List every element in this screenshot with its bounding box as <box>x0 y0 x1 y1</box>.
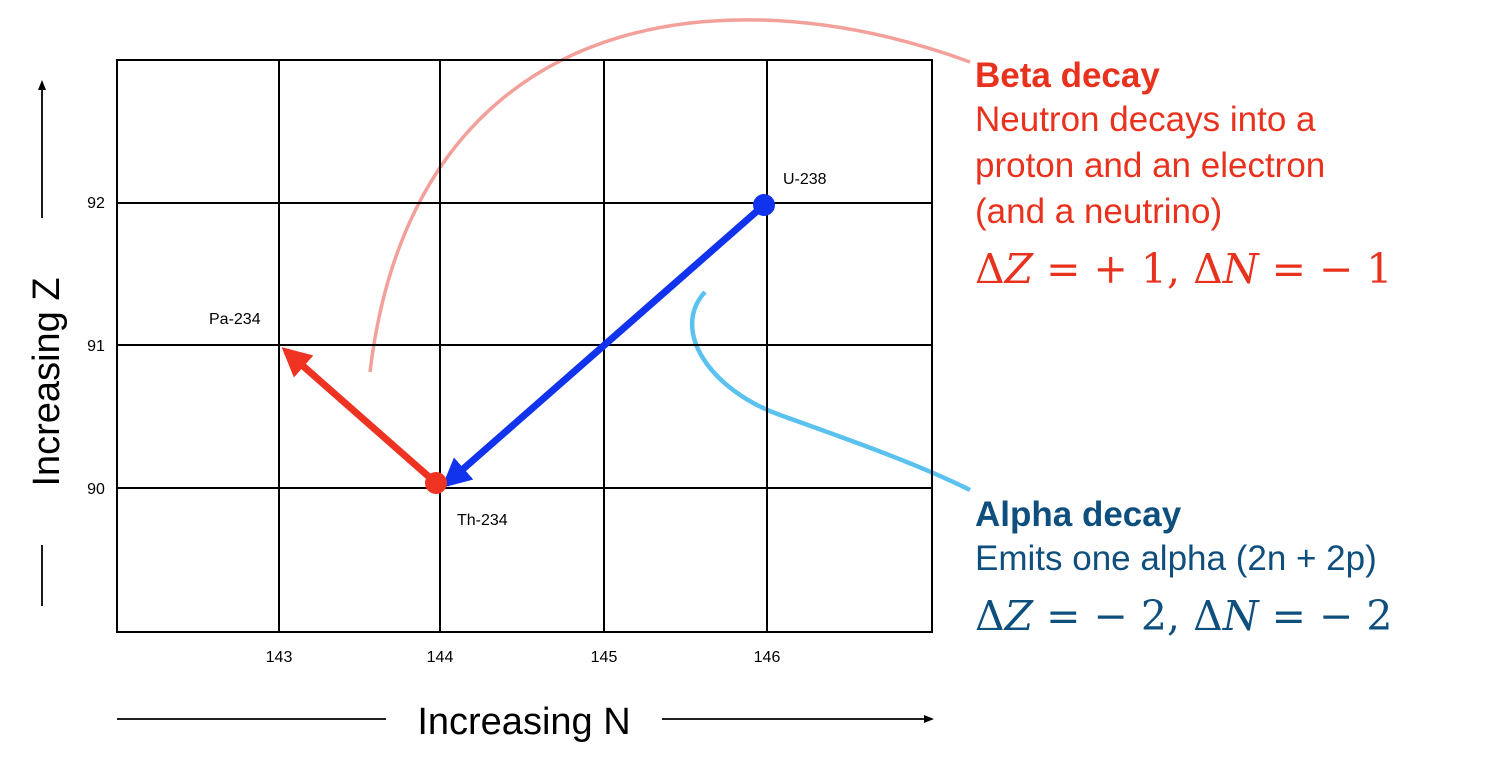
alpha-decay-callout: Alpha decay Emits one alpha (2n + 2p) ΔZ… <box>975 494 1392 646</box>
beta-delta-z-value: + 1 <box>1093 245 1168 293</box>
x-axis-title: Increasing N <box>417 701 630 743</box>
alpha-decay-title: Alpha decay <box>975 495 1182 534</box>
x-axis-title-group: Increasing N <box>117 701 934 743</box>
beta-connector-curve <box>368 18 971 373</box>
alpha-decay-line: Emits one alpha (2n + 2p) <box>975 539 1377 578</box>
beta-decay-title: Beta decay <box>975 56 1160 95</box>
th234-label: Th-234 <box>457 512 508 529</box>
alpha-delta-z-value: − 2 <box>1093 592 1168 640</box>
pa234-label: Pa-234 <box>209 311 261 328</box>
alpha-decay-arrow <box>441 202 767 488</box>
beta-decay-equation: ΔZ = + 1, ΔN = − 1 <box>975 245 1393 293</box>
grid <box>116 59 933 633</box>
y-tick-label: 90 <box>87 481 105 498</box>
x-tick-label: 144 <box>427 649 454 666</box>
y-axis-arrowhead-icon <box>38 80 46 90</box>
beta-decay-arrow <box>281 347 439 486</box>
alpha-connector-curve <box>689 290 972 493</box>
y-tick-label: 92 <box>87 195 105 212</box>
alpha-decay-equation: ΔZ = − 2, ΔN = − 2 <box>975 592 1393 640</box>
beta-decay-line: (and a neutrino) <box>975 192 1223 231</box>
th234-dot <box>425 472 447 494</box>
x-axis-arrowhead-icon <box>924 715 934 723</box>
y-axis-title: Increasing Z <box>26 277 68 486</box>
y-tick-label: 91 <box>87 338 105 355</box>
x-tick-label: 145 <box>591 649 618 666</box>
beta-decay-line: Neutron decays into a <box>975 100 1316 139</box>
beta-delta-n-value: − 1 <box>1319 245 1393 293</box>
beta-decay-callout: Beta decay Neutron decays into a proton … <box>975 55 1392 299</box>
u238-label: U-238 <box>783 171 827 188</box>
u238-dot <box>753 194 775 216</box>
y-axis-title-group: Increasing Z <box>26 80 68 606</box>
beta-decay-line: proton and an electron <box>975 146 1326 185</box>
x-tick-label: 146 <box>754 649 781 666</box>
x-tick-label: 143 <box>266 649 293 666</box>
alpha-delta-n-value: − 2 <box>1319 592 1393 640</box>
